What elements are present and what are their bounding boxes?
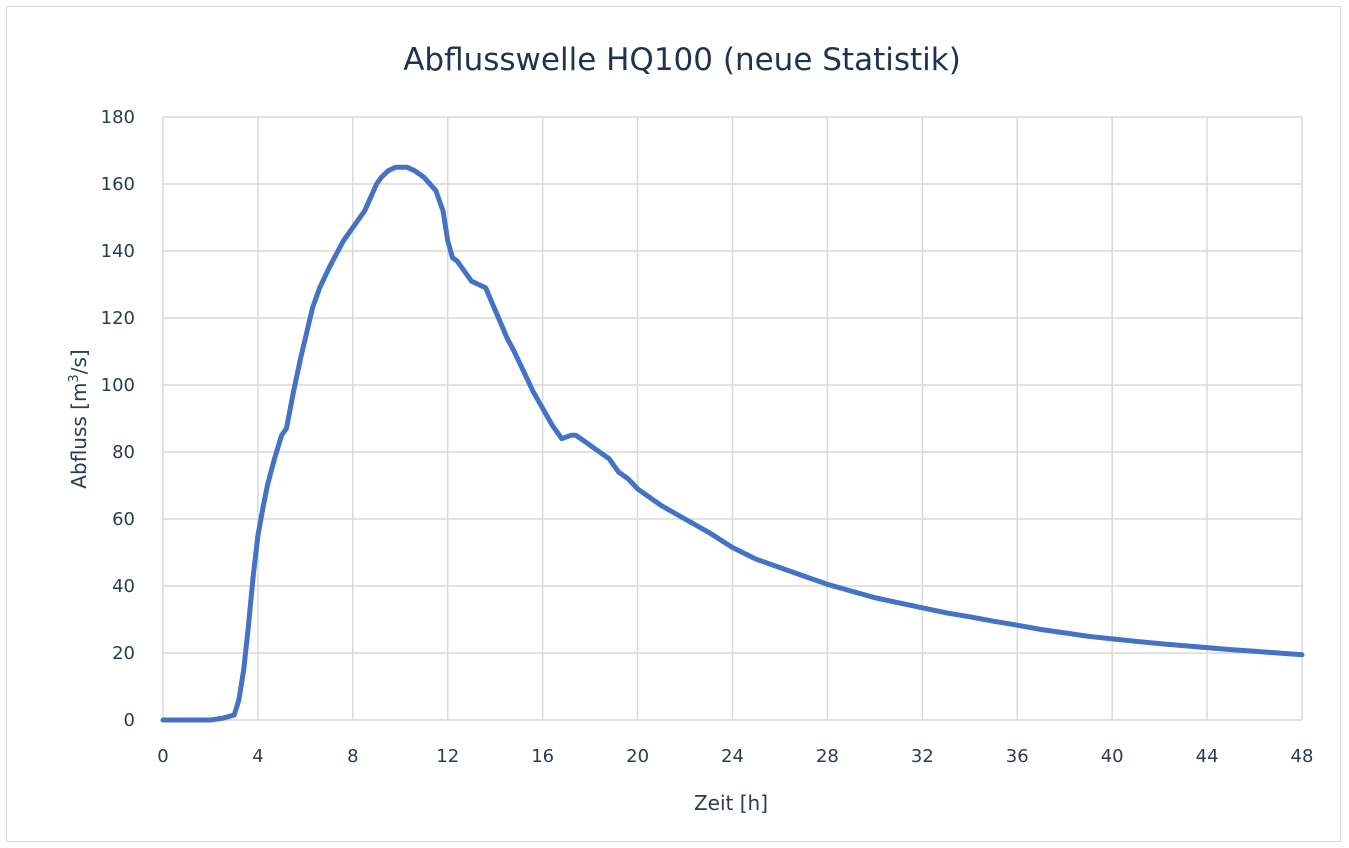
x-tick-label: 20 — [626, 746, 649, 767]
x-tick-label: 44 — [1196, 746, 1219, 767]
x-tick-label: 40 — [1101, 746, 1124, 767]
x-tick-label: 28 — [816, 746, 839, 767]
y-tick-label: 20 — [112, 643, 135, 664]
x-tick-label: 4 — [252, 746, 263, 767]
y-tick-label: 60 — [112, 509, 135, 530]
y-axis-tick-labels: 0 20 40 60 80 100 120 140 160 180 — [101, 107, 135, 731]
x-tick-label: 32 — [911, 746, 934, 767]
chart-frame — [6, 6, 1341, 842]
y-tick-label: 100 — [101, 375, 135, 396]
y-tick-label: 160 — [101, 174, 135, 195]
x-tick-label: 24 — [721, 746, 744, 767]
y-tick-label: 40 — [112, 576, 135, 597]
y-tick-label: 140 — [101, 241, 135, 262]
y-tick-label: 0 — [124, 710, 135, 731]
y-axis-label-text: Abfluss [m — [67, 383, 91, 489]
x-tick-label: 0 — [157, 746, 168, 767]
x-tick-label: 36 — [1006, 746, 1029, 767]
y-tick-label: 120 — [101, 308, 135, 329]
x-axis-label: Zeit [h] — [694, 791, 768, 815]
y-tick-label: 180 — [101, 107, 135, 128]
x-tick-label: 8 — [347, 746, 358, 767]
vertical-gridlines — [162, 117, 1303, 720]
y-axis-label-unit-end: /s] — [67, 349, 91, 374]
x-tick-label: 16 — [531, 746, 554, 767]
chart-title: Abflusswelle HQ100 (neue Statistik) — [403, 42, 961, 78]
y-axis-label: Abfluss [m3/s] — [67, 349, 91, 488]
x-tick-label: 12 — [436, 746, 459, 767]
y-tick-label: 80 — [112, 442, 135, 463]
x-tick-label: 48 — [1291, 746, 1314, 767]
y-axis-label-superscript: 3 — [67, 374, 82, 382]
series-line-discharge — [160, 164, 1305, 723]
horizontal-gridlines — [163, 116, 1302, 721]
x-axis-tick-labels: 0 4 8 12 16 20 24 28 32 36 40 44 48 — [157, 746, 1313, 767]
